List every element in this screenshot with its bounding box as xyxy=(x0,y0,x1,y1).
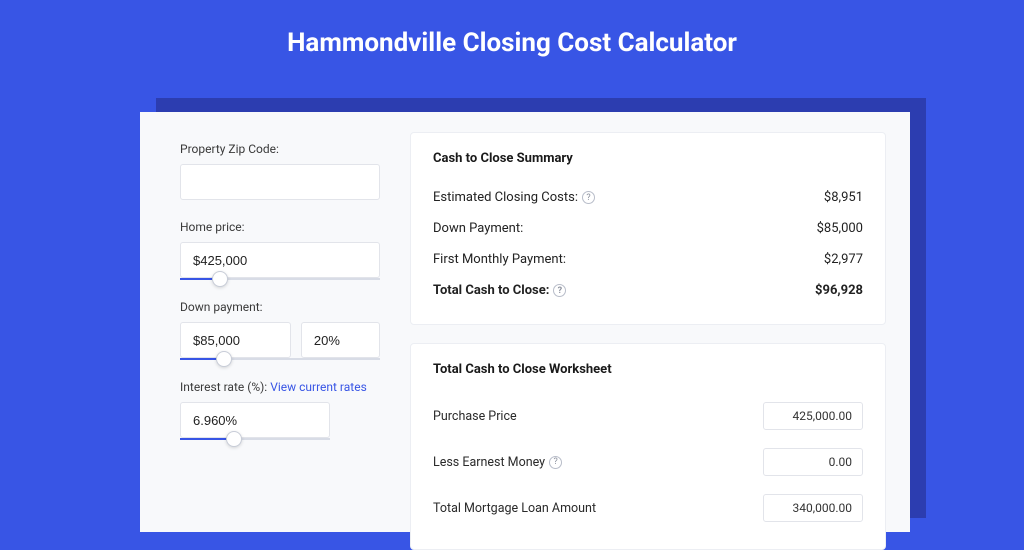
down-payment-pct-input[interactable] xyxy=(301,322,380,358)
summary-row-value: $96,928 xyxy=(815,283,863,298)
inputs-column: Property Zip Code: Home price: Down paym… xyxy=(140,112,400,532)
zip-label: Property Zip Code: xyxy=(180,142,380,156)
zip-input[interactable] xyxy=(180,164,380,200)
summary-row-label: Down Payment: xyxy=(433,221,523,236)
summary-title: Cash to Close Summary xyxy=(433,151,863,166)
results-column: Cash to Close Summary Estimated Closing … xyxy=(400,112,910,532)
worksheet-title: Total Cash to Close Worksheet xyxy=(433,362,863,377)
home-price-slider[interactable] xyxy=(180,278,380,280)
down-payment-field-group: Down payment: xyxy=(180,300,380,360)
summary-row-label: Estimated Closing Costs:? xyxy=(433,190,595,205)
worksheet-row-value[interactable]: 340,000.00 xyxy=(763,494,863,522)
interest-slider-thumb[interactable] xyxy=(226,431,242,447)
calculator-card: Property Zip Code: Home price: Down paym… xyxy=(140,112,910,532)
summary-row-label: First Monthly Payment: xyxy=(433,252,566,267)
worksheet-row-label: Purchase Price xyxy=(433,409,517,424)
summary-row: Total Cash to Close:? $96,928 xyxy=(433,275,863,306)
summary-row: Down Payment: $85,000 xyxy=(433,213,863,244)
worksheet-row: Total Mortgage Loan Amount 340,000.00 xyxy=(433,485,863,531)
down-payment-label: Down payment: xyxy=(180,300,380,314)
summary-row: Estimated Closing Costs:? $8,951 xyxy=(433,182,863,213)
home-price-input[interactable] xyxy=(180,242,380,278)
summary-row-value: $85,000 xyxy=(817,221,863,236)
summary-panel: Cash to Close Summary Estimated Closing … xyxy=(410,132,886,325)
interest-input[interactable] xyxy=(180,402,330,438)
interest-slider[interactable] xyxy=(180,438,330,440)
summary-row: First Monthly Payment: $2,977 xyxy=(433,244,863,275)
home-price-label: Home price: xyxy=(180,220,380,234)
help-icon[interactable]: ? xyxy=(553,284,566,297)
summary-row-value: $8,951 xyxy=(824,190,863,205)
worksheet-panel: Total Cash to Close Worksheet Purchase P… xyxy=(410,343,886,550)
help-icon[interactable]: ? xyxy=(549,456,562,469)
summary-row-label: Total Cash to Close:? xyxy=(433,283,566,298)
zip-field-group: Property Zip Code: xyxy=(180,142,380,200)
home-price-slider-thumb[interactable] xyxy=(212,271,228,287)
worksheet-row-label: Total Mortgage Loan Amount xyxy=(433,501,596,516)
view-rates-link[interactable]: View current rates xyxy=(270,380,367,394)
worksheet-row: Less Earnest Money? 0.00 xyxy=(433,439,863,485)
down-payment-row xyxy=(180,322,380,358)
worksheet-row-value[interactable]: 0.00 xyxy=(763,448,863,476)
interest-label: Interest rate (%): View current rates xyxy=(180,380,380,394)
home-price-field-group: Home price: xyxy=(180,220,380,280)
down-payment-slider[interactable] xyxy=(180,358,380,360)
interest-label-text: Interest rate (%): xyxy=(180,380,267,394)
interest-field-group: Interest rate (%): View current rates xyxy=(180,380,380,440)
worksheet-row-value[interactable]: 425,000.00 xyxy=(763,402,863,430)
worksheet-row: Purchase Price 425,000.00 xyxy=(433,393,863,439)
summary-row-value: $2,977 xyxy=(824,252,863,267)
down-payment-slider-thumb[interactable] xyxy=(216,351,232,367)
help-icon[interactable]: ? xyxy=(582,191,595,204)
down-payment-amount-input[interactable] xyxy=(180,322,291,358)
page-title: Hammondville Closing Cost Calculator xyxy=(0,0,1024,82)
worksheet-row-label: Less Earnest Money? xyxy=(433,455,562,470)
